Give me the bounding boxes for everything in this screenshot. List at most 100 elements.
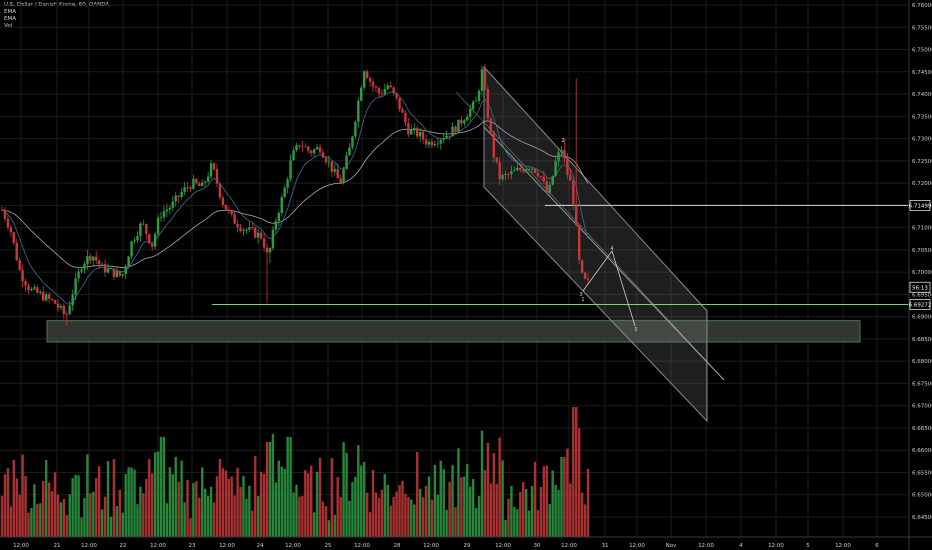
candle <box>418 127 422 142</box>
candle-body <box>401 109 404 113</box>
volume-bar <box>321 501 325 537</box>
volume-bar <box>401 480 404 537</box>
volume-bar <box>259 471 263 537</box>
candle-body <box>33 287 36 289</box>
candle <box>186 181 189 193</box>
candle-body <box>239 227 242 231</box>
candle <box>348 143 351 156</box>
volume-bar <box>0 495 4 537</box>
volume-bar <box>466 464 469 537</box>
candle <box>345 151 348 170</box>
volume-bar <box>15 478 18 537</box>
candle-body <box>301 146 304 148</box>
price-label-box <box>909 199 931 211</box>
volume-bar <box>386 484 389 537</box>
candle-body <box>542 176 546 182</box>
price-label: 6.71499 <box>909 199 932 211</box>
candle-body <box>259 232 263 239</box>
volume-bar <box>174 456 177 537</box>
candle-body <box>92 256 95 261</box>
candle <box>365 69 369 79</box>
candle <box>39 289 42 295</box>
candle <box>121 273 124 278</box>
volume-bar <box>312 512 316 537</box>
volume-bar <box>86 454 89 537</box>
candle <box>174 191 177 207</box>
candle-body <box>351 136 354 148</box>
candle-body <box>292 150 295 161</box>
candle <box>298 144 301 149</box>
volume-bar <box>218 458 222 537</box>
candle <box>112 268 116 281</box>
y-tick-label: 6.65000 <box>912 493 932 499</box>
candle <box>460 116 463 128</box>
candle <box>203 180 207 187</box>
candle-body <box>377 87 381 94</box>
candle-body <box>386 85 389 90</box>
candle-body <box>583 272 587 279</box>
volume-bar <box>524 489 528 537</box>
candle <box>118 270 121 278</box>
candle-body <box>348 147 351 156</box>
candle-body <box>551 175 554 185</box>
candle-body <box>180 191 183 198</box>
y-tick-label: 6.72000 <box>912 181 932 187</box>
candle-body <box>304 146 307 148</box>
candle-body <box>277 213 281 222</box>
volume-bar <box>212 502 216 537</box>
candle <box>368 76 372 87</box>
candle-body <box>298 145 301 147</box>
y-tick-label: 6.71000 <box>912 226 932 232</box>
volume-bar <box>557 489 560 537</box>
candle-body <box>407 122 410 135</box>
candle <box>206 171 210 184</box>
volume-bar <box>545 465 548 537</box>
volume-bar <box>118 489 121 537</box>
volume-bar <box>427 476 431 537</box>
candle <box>268 247 272 264</box>
candle <box>259 230 263 241</box>
candle <box>201 179 204 187</box>
candle-body <box>309 150 313 154</box>
volume-bar <box>560 457 563 537</box>
candle-body <box>380 93 384 95</box>
candle-body <box>42 291 45 301</box>
x-tick-label: Nov <box>666 543 677 549</box>
candle-body <box>18 260 21 271</box>
volume-bar <box>336 477 339 537</box>
volume-bar <box>436 494 440 537</box>
volume-bar <box>80 517 83 537</box>
volume-bar <box>486 442 490 537</box>
candle-body <box>539 176 543 178</box>
wave-label-1: 1 <box>581 297 584 303</box>
candle <box>324 155 328 165</box>
volume-bar <box>256 495 260 537</box>
volume-bar <box>539 486 543 537</box>
candle <box>165 203 169 217</box>
volume-bar <box>9 506 13 537</box>
volume-bar <box>145 478 148 537</box>
candle <box>530 168 534 174</box>
candle-body <box>357 100 360 122</box>
candle <box>86 249 89 270</box>
volume-bar <box>12 460 15 537</box>
candle-body <box>483 69 487 89</box>
candle-body <box>374 86 378 88</box>
candle-body <box>215 169 219 184</box>
volume-bar <box>357 445 360 537</box>
volume-bar <box>277 460 281 537</box>
volume-bar <box>221 468 225 537</box>
candle-body <box>471 101 475 109</box>
candle <box>53 299 57 305</box>
candle-body <box>59 305 63 308</box>
candle-body <box>15 242 18 261</box>
candle <box>430 138 434 148</box>
candle-body <box>80 269 83 272</box>
candle-body <box>106 268 110 273</box>
volume-bar <box>142 493 145 537</box>
volume-bar <box>298 496 301 537</box>
candle-body <box>251 227 254 228</box>
candle <box>421 129 425 145</box>
candle-body <box>354 121 357 137</box>
